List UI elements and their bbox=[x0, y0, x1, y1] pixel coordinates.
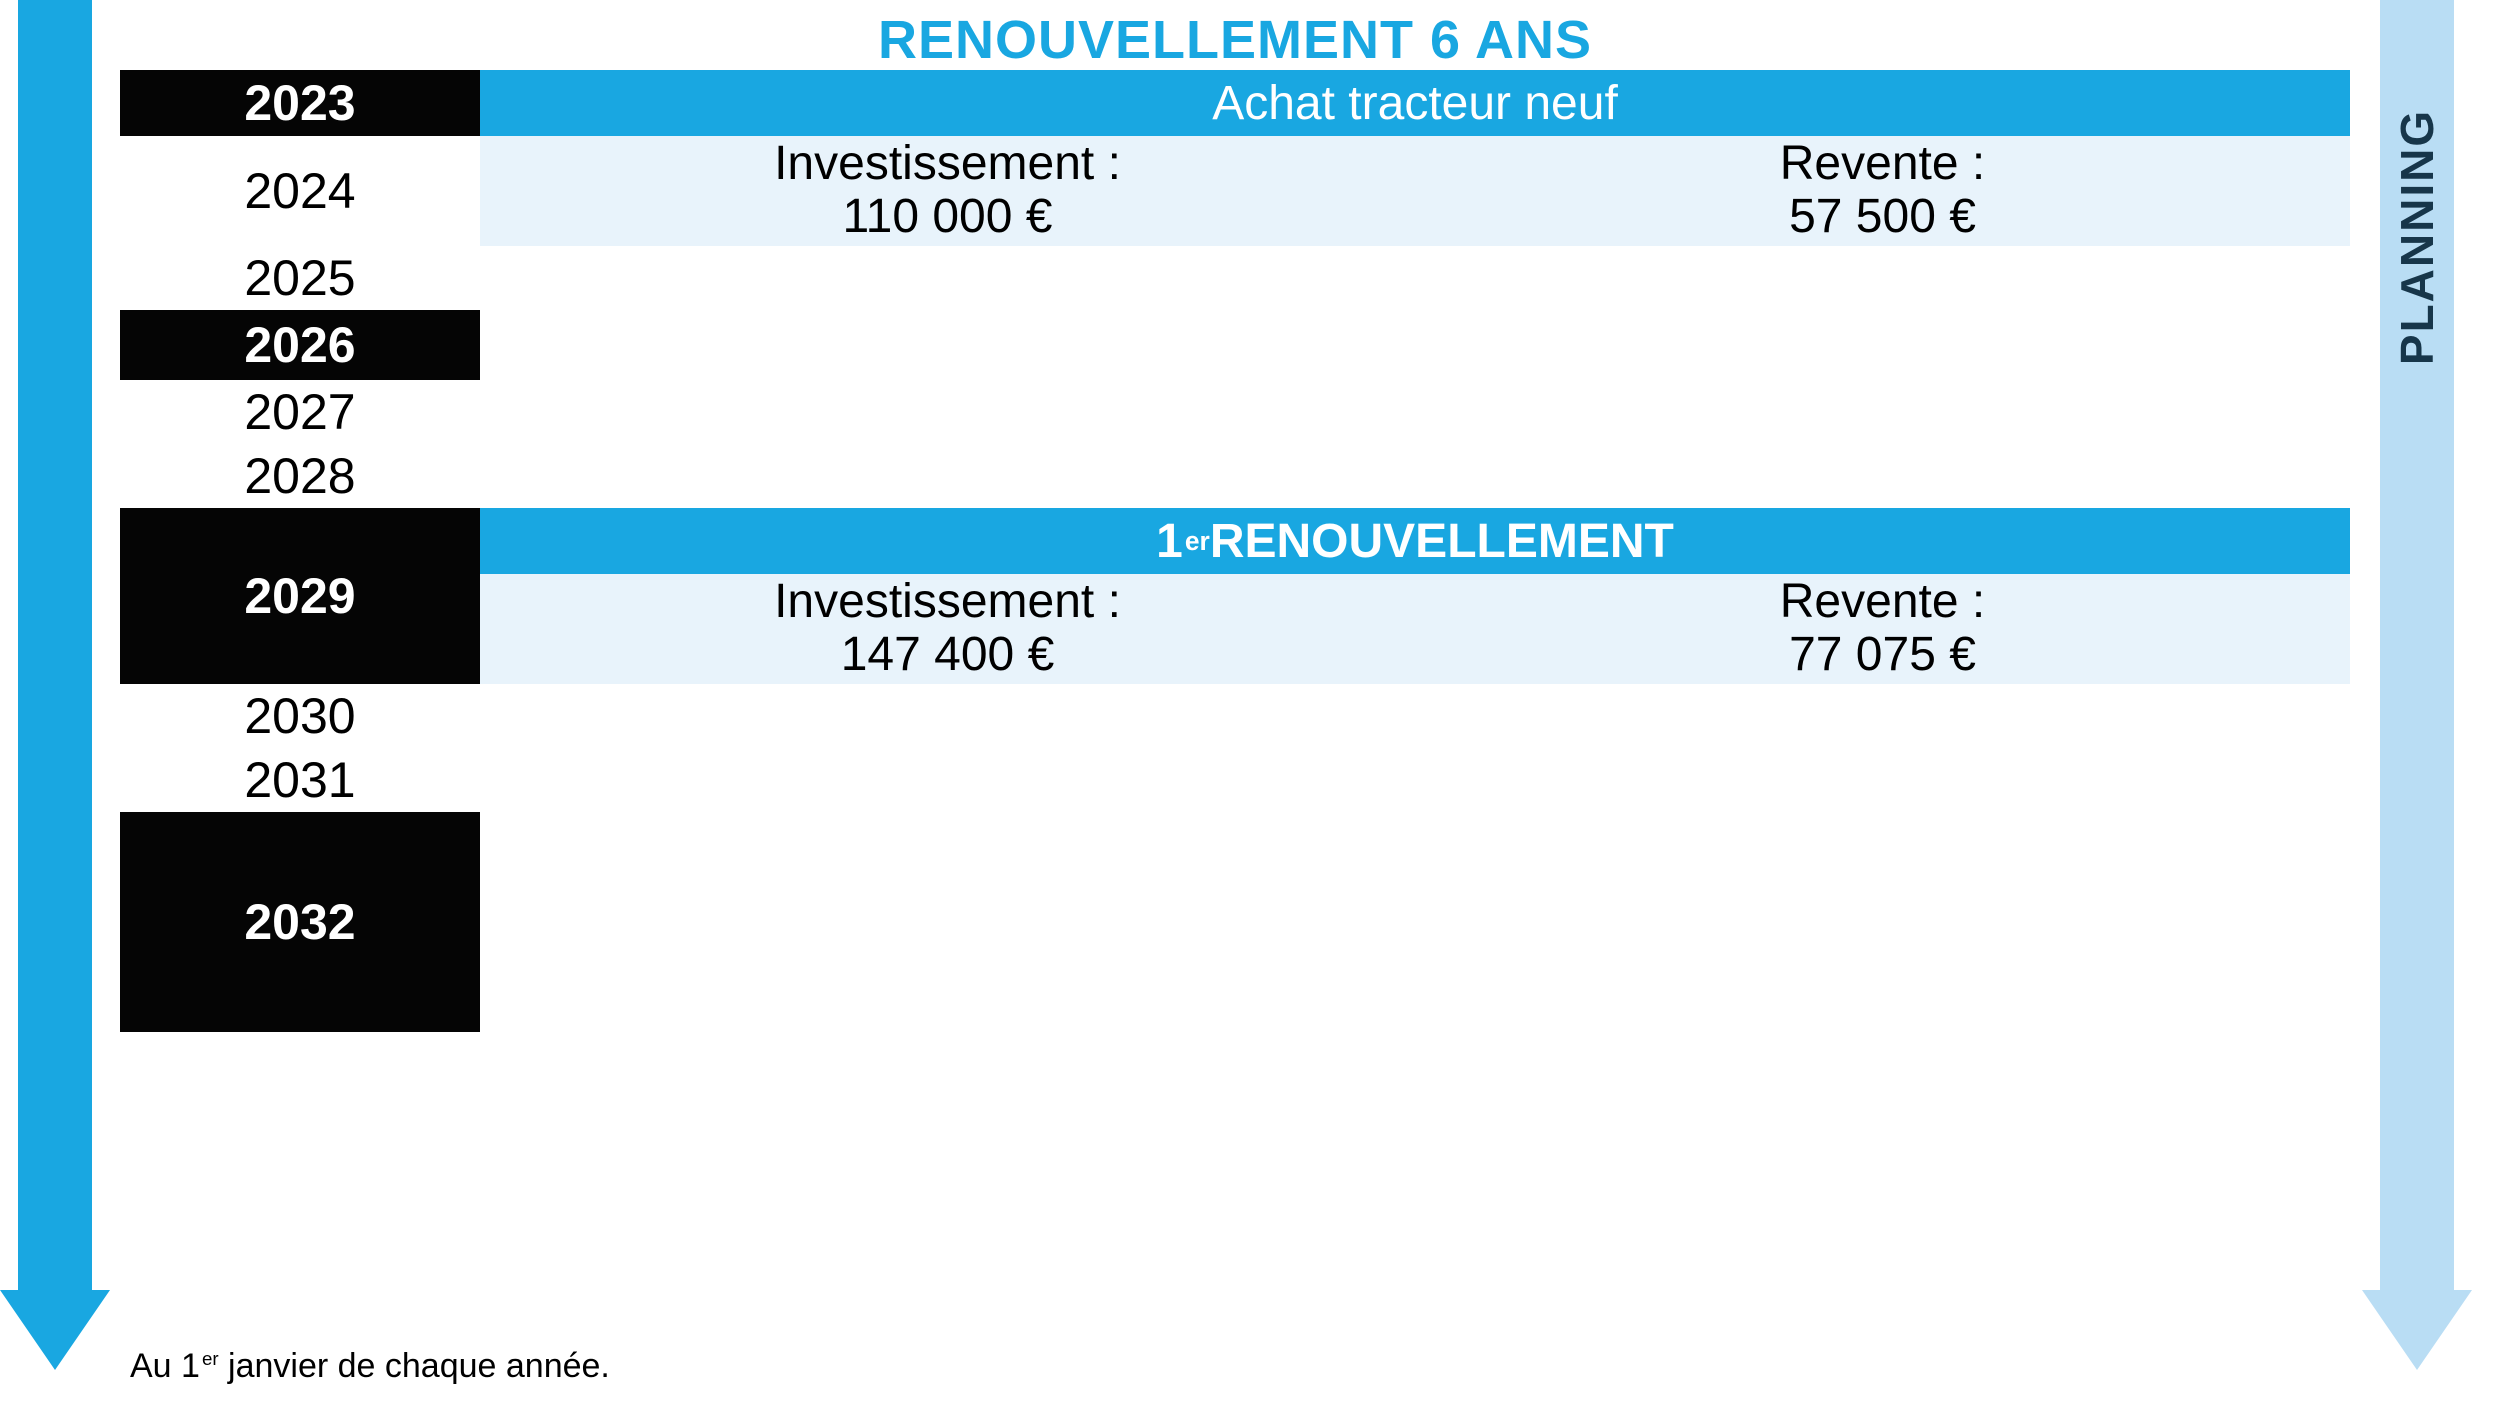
resale-label: Revente : bbox=[1780, 138, 1985, 191]
timeline-arrow-left bbox=[0, 0, 110, 1406]
resale-block-1: Revente : 57 500 € bbox=[1415, 136, 2350, 246]
resale-label: Revente : bbox=[1780, 576, 1985, 629]
year-2032: 2032 bbox=[120, 812, 480, 1032]
footnote-post: janvier de chaque année. bbox=[219, 1347, 610, 1385]
arrow-head bbox=[2362, 1290, 2472, 1370]
renouv-ord: er bbox=[1185, 526, 1210, 557]
values-band-2: Investissement : 147 400 € Revente : 77 … bbox=[480, 574, 2350, 684]
year-2026: 2026 bbox=[120, 310, 480, 380]
investment-block-2: Investissement : 147 400 € bbox=[480, 574, 1415, 684]
main-title: RENOUVELLEMENT 6 ANS bbox=[120, 10, 2350, 70]
investment-value: 147 400 € bbox=[841, 629, 1055, 682]
arrow-head bbox=[0, 1290, 110, 1370]
section-2-container: 1er RENOUVELLEMENT Investissement : 147 … bbox=[480, 508, 2350, 684]
renouv-pre: 1 bbox=[1156, 514, 1183, 569]
footnote-ord: er bbox=[202, 1348, 219, 1369]
main-content: RENOUVELLEMENT 6 ANS 2023 Achat tracteur… bbox=[120, 10, 2350, 1032]
resale-value: 77 075 € bbox=[1789, 629, 1976, 682]
year-2023: 2023 bbox=[120, 70, 480, 136]
year-2031: 2031 bbox=[120, 748, 480, 812]
planning-arrow-right: PLANNING bbox=[2362, 0, 2472, 1406]
year-2030: 2030 bbox=[120, 684, 480, 748]
resale-block-2: Revente : 77 075 € bbox=[1415, 574, 2350, 684]
footnote: Au 1er janvier de chaque année. bbox=[130, 1347, 610, 1386]
year-2028: 2028 bbox=[120, 444, 480, 508]
planning-label: PLANNING bbox=[2390, 109, 2444, 365]
year-2029: 2029 bbox=[120, 508, 480, 684]
investment-label: Investissement : bbox=[774, 576, 1121, 629]
values-band-1: Investissement : 110 000 € Revente : 57 … bbox=[480, 136, 2350, 246]
section-header-renouvellement: 1er RENOUVELLEMENT bbox=[480, 508, 2350, 574]
investment-value: 110 000 € bbox=[843, 191, 1053, 244]
investment-label: Investissement : bbox=[774, 138, 1121, 191]
footnote-pre: Au 1 bbox=[130, 1347, 200, 1385]
investment-block-1: Investissement : 110 000 € bbox=[480, 136, 1415, 246]
year-2024: 2024 bbox=[120, 136, 480, 246]
section-header-achat: Achat tracteur neuf bbox=[480, 70, 2350, 136]
year-2027: 2027 bbox=[120, 380, 480, 444]
resale-value: 57 500 € bbox=[1789, 191, 1976, 244]
renouv-post: RENOUVELLEMENT bbox=[1210, 514, 1674, 569]
year-2025: 2025 bbox=[120, 246, 480, 310]
arrow-shaft bbox=[18, 0, 92, 1290]
